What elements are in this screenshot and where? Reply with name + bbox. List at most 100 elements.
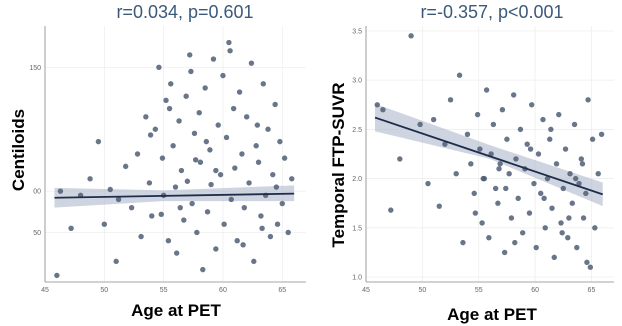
left-data-point [227, 48, 233, 54]
right-data-point [553, 161, 560, 167]
right-data-point [524, 141, 530, 147]
left-data-point [149, 213, 155, 219]
right-data-point [574, 244, 580, 251]
left-xtick-label: 55 [160, 287, 168, 294]
right-data-point [587, 264, 594, 270]
right-data-point [477, 146, 483, 152]
left-data-point [228, 196, 234, 203]
left-ytick-label: 150 [29, 65, 41, 72]
left-data-point [147, 132, 154, 138]
right-data-point [408, 33, 414, 39]
right-data-point [559, 230, 565, 236]
left-data-point [173, 250, 180, 256]
left-data-point [189, 200, 195, 207]
left-data-point [274, 221, 281, 227]
left-data-point [57, 188, 64, 194]
left-data-point [138, 233, 144, 240]
right-data-point [480, 175, 486, 182]
right-data-point [549, 205, 555, 211]
left-xtick-label: 50 [100, 287, 108, 294]
left-data-point [113, 258, 119, 265]
left-xtick-label: 65 [278, 287, 286, 294]
left-data-point [260, 81, 266, 87]
left-data-point [128, 204, 135, 211]
left-xtick-label: 60 [219, 287, 227, 294]
left-data-point [202, 85, 208, 91]
right-data-point [551, 254, 557, 261]
right-data-point [565, 234, 571, 241]
left-data-point [156, 64, 162, 70]
right-ytick-label: 2.5 [352, 127, 362, 134]
right-ytick-label: 1.5 [352, 225, 362, 232]
left-data-point [194, 229, 200, 236]
right-data-point [513, 156, 519, 162]
left-data-point [101, 221, 108, 227]
right-data-point [447, 97, 454, 103]
left-data-point [54, 272, 60, 279]
left-data-point [270, 171, 276, 178]
left-data-point [265, 126, 271, 132]
left-data-point [170, 143, 176, 149]
right-data-point [562, 146, 569, 152]
left-data-point [172, 184, 179, 190]
left-data-point [95, 138, 102, 145]
right-data-point [456, 72, 463, 78]
right-data-point [499, 106, 506, 113]
right-data-point [585, 97, 591, 103]
left-data-point [197, 159, 204, 165]
right-data-point [430, 116, 437, 123]
right-data-point [542, 225, 548, 231]
right-data-point [512, 239, 518, 246]
left-data-point [181, 217, 187, 223]
right-data-point [584, 259, 590, 266]
left-data-point [277, 138, 283, 145]
left-data-point [254, 122, 261, 128]
right-data-point [538, 190, 544, 197]
right-data-point [497, 161, 503, 167]
right-data-point [442, 141, 448, 147]
left-data-point [267, 233, 274, 240]
left-data-point [176, 118, 182, 124]
left-data-point [255, 159, 262, 165]
left-data-point [248, 60, 255, 66]
left-data-point [152, 126, 159, 132]
right-xtick-label: 50 [418, 287, 426, 294]
left-data-point [177, 204, 183, 211]
right-data-point [529, 102, 535, 108]
right-data-point [436, 203, 442, 209]
right-data-point [453, 170, 459, 177]
right-data-point [589, 136, 596, 142]
left-xlabel: Age at PET [131, 301, 221, 320]
left-data-point [196, 110, 202, 116]
right-data-point [548, 126, 554, 133]
right-data-point [495, 200, 501, 206]
right-data-point [483, 87, 490, 93]
left-data-point [134, 151, 141, 157]
right-data-point [567, 170, 573, 177]
right-ytick-label: 3.5 [352, 28, 362, 35]
left-data-point [200, 266, 206, 273]
right-stat-text: r=-0.357, p<0.001 [420, 2, 563, 22]
left-data-point [220, 72, 226, 79]
left-data-point [168, 81, 174, 87]
right-data-point [535, 151, 542, 157]
left-data-point [68, 225, 74, 232]
left-data-point [163, 97, 169, 104]
right-ylabel: Temporal FTP-SUVR [329, 83, 348, 248]
left-data-point [243, 114, 250, 120]
right-xtick-label: 45 [362, 287, 370, 294]
left-data-point [213, 246, 219, 252]
left-data-point [158, 211, 164, 217]
left-data-point [115, 196, 122, 203]
left-data-point [208, 181, 214, 188]
left-data-point [226, 39, 232, 46]
left-data-point [230, 105, 237, 112]
left-data-point [192, 157, 199, 163]
right-data-point [474, 111, 481, 118]
left-data-point [259, 225, 265, 232]
left-data-point [122, 163, 129, 170]
right-fit-line [374, 116, 604, 196]
left-data-point [289, 176, 295, 182]
right-data-point [496, 166, 502, 172]
